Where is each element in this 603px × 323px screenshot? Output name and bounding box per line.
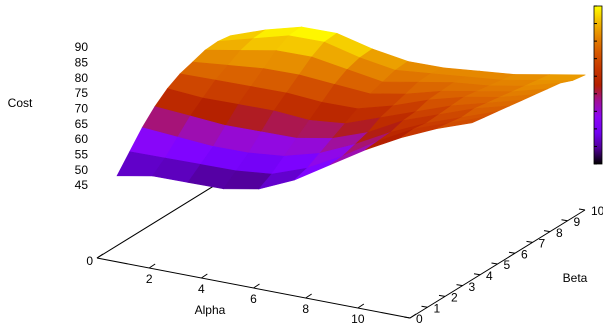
x-tick <box>148 263 156 269</box>
z-tick-label: 80 <box>75 71 89 85</box>
y-tick-label: 7 <box>539 237 546 251</box>
y-tick-label: 3 <box>469 280 476 294</box>
y-tick <box>543 230 551 233</box>
z-tick-label: 70 <box>75 102 89 116</box>
z-tick-label: 90 <box>75 40 89 54</box>
y-tick-label: 2 <box>451 291 458 305</box>
x-tick <box>357 303 365 309</box>
y-tick-label: 0 <box>416 312 423 323</box>
x-tick-label: 4 <box>198 282 205 296</box>
y-tick <box>508 251 516 254</box>
y-tick <box>438 294 446 297</box>
y-tick-label: 5 <box>504 258 511 272</box>
x-tick-label: 6 <box>250 292 257 306</box>
z-tick-label: 65 <box>75 117 89 131</box>
y-tick <box>403 316 411 319</box>
z-tick-label: 75 <box>75 86 89 100</box>
x-tick <box>201 273 208 279</box>
y-tick <box>456 284 463 287</box>
z-axis-label: Cost <box>8 96 33 110</box>
y-tick <box>578 208 586 211</box>
y-tick-label: 6 <box>521 247 528 261</box>
x-tick-label: 10 <box>351 312 365 323</box>
y-tick-label: 10 <box>591 204 603 218</box>
x-tick-label: 0 <box>86 254 93 268</box>
y-tick <box>526 240 533 243</box>
y-tick-label: 8 <box>556 226 563 240</box>
z-tick-label: 50 <box>75 163 89 177</box>
y-tick <box>561 219 568 222</box>
x-axis-label: Alpha <box>195 303 226 317</box>
x-tick <box>409 313 417 319</box>
x-tick <box>96 253 104 259</box>
colorbar <box>593 5 603 165</box>
x-tick-label: 2 <box>146 272 153 286</box>
z-tick-label: 85 <box>75 56 89 70</box>
z-tick-label: 60 <box>75 132 89 146</box>
surface-patch <box>436 116 485 129</box>
y-tick-label: 1 <box>434 301 441 315</box>
y-tick-label: 4 <box>486 269 493 283</box>
x-tick <box>253 283 260 289</box>
y-tick-label: 9 <box>574 215 581 229</box>
surface <box>116 26 586 190</box>
x-tick-label: 8 <box>302 302 309 316</box>
y-tick <box>473 273 481 276</box>
y-axis-label: Beta <box>563 271 588 285</box>
y-tick <box>491 262 498 265</box>
z-tick-label: 55 <box>75 148 89 162</box>
y-tick <box>421 305 428 308</box>
z-tick-label: 45 <box>75 178 89 192</box>
x-tick <box>305 293 312 299</box>
